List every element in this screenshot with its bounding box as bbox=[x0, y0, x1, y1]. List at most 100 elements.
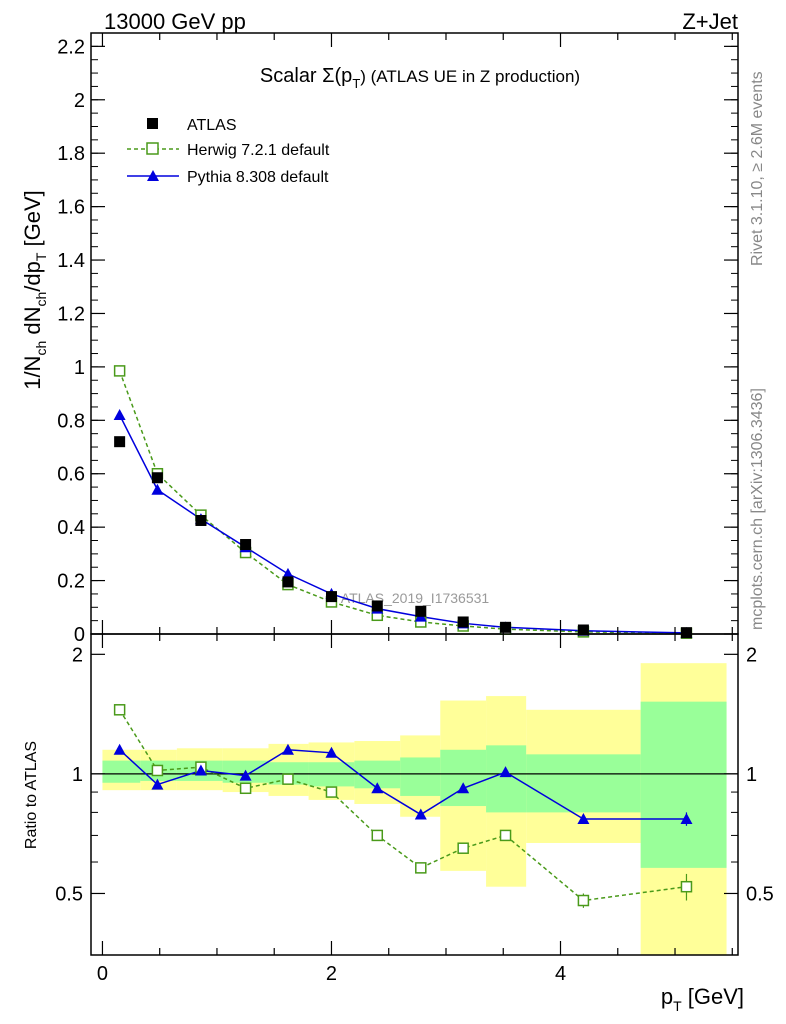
stat-uncertainty-band bbox=[526, 754, 641, 813]
main-panel: 13000 GeV pp Z+Jet Scalar Σ(pT) (ATLAS U… bbox=[20, 9, 739, 646]
header-right-label: Z+Jet bbox=[682, 9, 738, 34]
stat-uncertainty-band bbox=[440, 749, 487, 807]
stat-uncertainty-band bbox=[102, 760, 141, 783]
main-title-suffix: ) (ATLAS UE in Z production) bbox=[360, 67, 580, 86]
y-tick-label: 0.6 bbox=[57, 464, 85, 486]
xlabel-part-b: [GeV] bbox=[682, 984, 744, 1009]
ylabel-part-b: dN bbox=[20, 307, 45, 341]
ratio-data-marks bbox=[113, 704, 693, 908]
pythia-ratio-point bbox=[457, 782, 470, 794]
main-title: Scalar Σ(pT) (ATLAS UE in Z production) bbox=[260, 65, 580, 91]
herwig-point bbox=[113, 365, 126, 377]
ylabel-part-c-sub: T bbox=[33, 252, 49, 261]
y-tick-label: 1.4 bbox=[57, 250, 85, 272]
ratio-y-tick-label: 0.5 bbox=[55, 883, 83, 905]
ratio-panel-frame bbox=[90, 633, 739, 956]
pythia-ratio-line bbox=[119, 749, 687, 820]
herwig-ratio-point bbox=[371, 829, 384, 842]
main-title-prefix: Scalar Σ(p bbox=[260, 65, 352, 87]
pythia-point bbox=[151, 483, 164, 495]
y-tick-label: 1.6 bbox=[57, 197, 85, 219]
pythia-ratio-point bbox=[151, 778, 164, 790]
legend-pythia-marker bbox=[147, 170, 159, 181]
legend-atlas-label: ATLAS bbox=[187, 117, 237, 134]
pythia-ratio-point bbox=[325, 746, 338, 758]
atlas-point bbox=[282, 576, 294, 588]
main-y-axis-label: 1/Nch dNch/dpT [GeV] bbox=[20, 190, 49, 390]
atlas-point bbox=[457, 616, 469, 628]
herwig-ratio-point bbox=[415, 862, 427, 874]
xlabel-part-a: p bbox=[661, 984, 673, 1009]
main-data-marks bbox=[113, 365, 693, 639]
pythia-ratio-point bbox=[577, 812, 590, 824]
xlabel-part-a-sub: T bbox=[673, 998, 682, 1014]
y-tick-label: 0 bbox=[74, 624, 85, 646]
pythia-point bbox=[113, 408, 126, 420]
pythia-ratio-point bbox=[194, 764, 207, 776]
pythia-ratio-point bbox=[239, 769, 252, 781]
ylabel-part-c: /dp bbox=[20, 261, 45, 292]
x-ticks: 0 2 4 bbox=[97, 33, 733, 985]
atlas-point bbox=[500, 621, 512, 633]
herwig-ratio-point bbox=[282, 773, 294, 785]
ratio-y-tick-label-right: 1 bbox=[746, 764, 757, 786]
atlas-point bbox=[240, 539, 252, 551]
rivet-side-label: Rivet 3.1.10, ≥ 2.6M events bbox=[749, 71, 766, 266]
atlas-point bbox=[680, 627, 692, 639]
legend-herwig-marker bbox=[146, 142, 159, 155]
header-left-label: 13000 GeV pp bbox=[104, 9, 246, 34]
main-title-subscript: T bbox=[352, 76, 360, 91]
ratio-y-tick-label: 2 bbox=[72, 644, 83, 666]
y-tick-label: 1.2 bbox=[57, 303, 85, 325]
ratio-y-tick-label: 1 bbox=[72, 764, 83, 786]
legend: ATLAS Herwig 7.2.1 default Pythia 8.308 … bbox=[127, 117, 330, 186]
y-tick-label: 0.4 bbox=[57, 517, 85, 539]
atlas-point bbox=[325, 591, 337, 603]
y-tick-label: 0.8 bbox=[57, 410, 85, 432]
herwig-ratio-point bbox=[151, 764, 164, 777]
ratio-y-axis-label: Ratio to ATLAS bbox=[23, 741, 40, 849]
ratio-y-tick-label-right: 0.5 bbox=[746, 883, 774, 905]
y-tick-label: 2 bbox=[74, 90, 85, 112]
pythia-ratio-point bbox=[499, 766, 512, 778]
ylabel-part-a-sub: ch bbox=[33, 341, 49, 356]
legend-herwig-label: Herwig 7.2.1 default bbox=[187, 142, 330, 159]
ylabel-part-d: [GeV] bbox=[20, 190, 45, 252]
stat-uncertainty-band bbox=[400, 757, 441, 796]
atlas-point bbox=[577, 624, 589, 636]
herwig-ratio-point bbox=[680, 880, 693, 893]
y-tick-label: 0.2 bbox=[57, 571, 85, 593]
herwig-ratio-line bbox=[118, 709, 687, 902]
herwig-ratio-point bbox=[325, 786, 338, 798]
herwig-ratio-point bbox=[577, 894, 590, 907]
x-tick-label: 4 bbox=[555, 963, 566, 985]
x-tick-label: 2 bbox=[326, 963, 337, 985]
herwig-ratio-point bbox=[499, 829, 512, 842]
stat-uncertainty-band bbox=[486, 745, 527, 813]
y-tick-label: 1.8 bbox=[57, 143, 85, 165]
legend-pythia-label: Pythia 8.308 default bbox=[187, 169, 329, 186]
ylabel-part-a: 1/N bbox=[20, 356, 45, 390]
herwig-ratio-point bbox=[457, 842, 469, 854]
atlas-point bbox=[371, 600, 383, 612]
atlas-point bbox=[151, 472, 163, 484]
y-tick-label: 2.2 bbox=[57, 36, 85, 58]
pythia-ratio-point bbox=[680, 812, 693, 824]
pythia-ratio-point bbox=[414, 808, 427, 820]
pythia-series-line bbox=[118, 414, 687, 634]
ratio-y-ticks: 0.5 0.5 1 1 2 2 bbox=[55, 644, 774, 905]
pythia-ratio-point bbox=[371, 782, 384, 794]
pythia-ratio-point bbox=[281, 743, 294, 755]
atlas-point bbox=[415, 605, 427, 617]
x-tick-label: 0 bbox=[97, 963, 108, 985]
pythia-ratio-point bbox=[113, 743, 126, 755]
herwig-series-line bbox=[118, 370, 687, 634]
stat-uncertainty-band bbox=[640, 701, 727, 868]
herwig-ratio-point bbox=[113, 704, 126, 716]
ylabel-part-b-sub: ch bbox=[33, 292, 49, 307]
main-y-ticks: 0 0.2 0.4 0.6 0.8 1 1.2 1.4 1.6 1.8 2 2.2 bbox=[57, 32, 738, 646]
atlas-point bbox=[195, 514, 207, 526]
pythia-point bbox=[281, 567, 294, 579]
